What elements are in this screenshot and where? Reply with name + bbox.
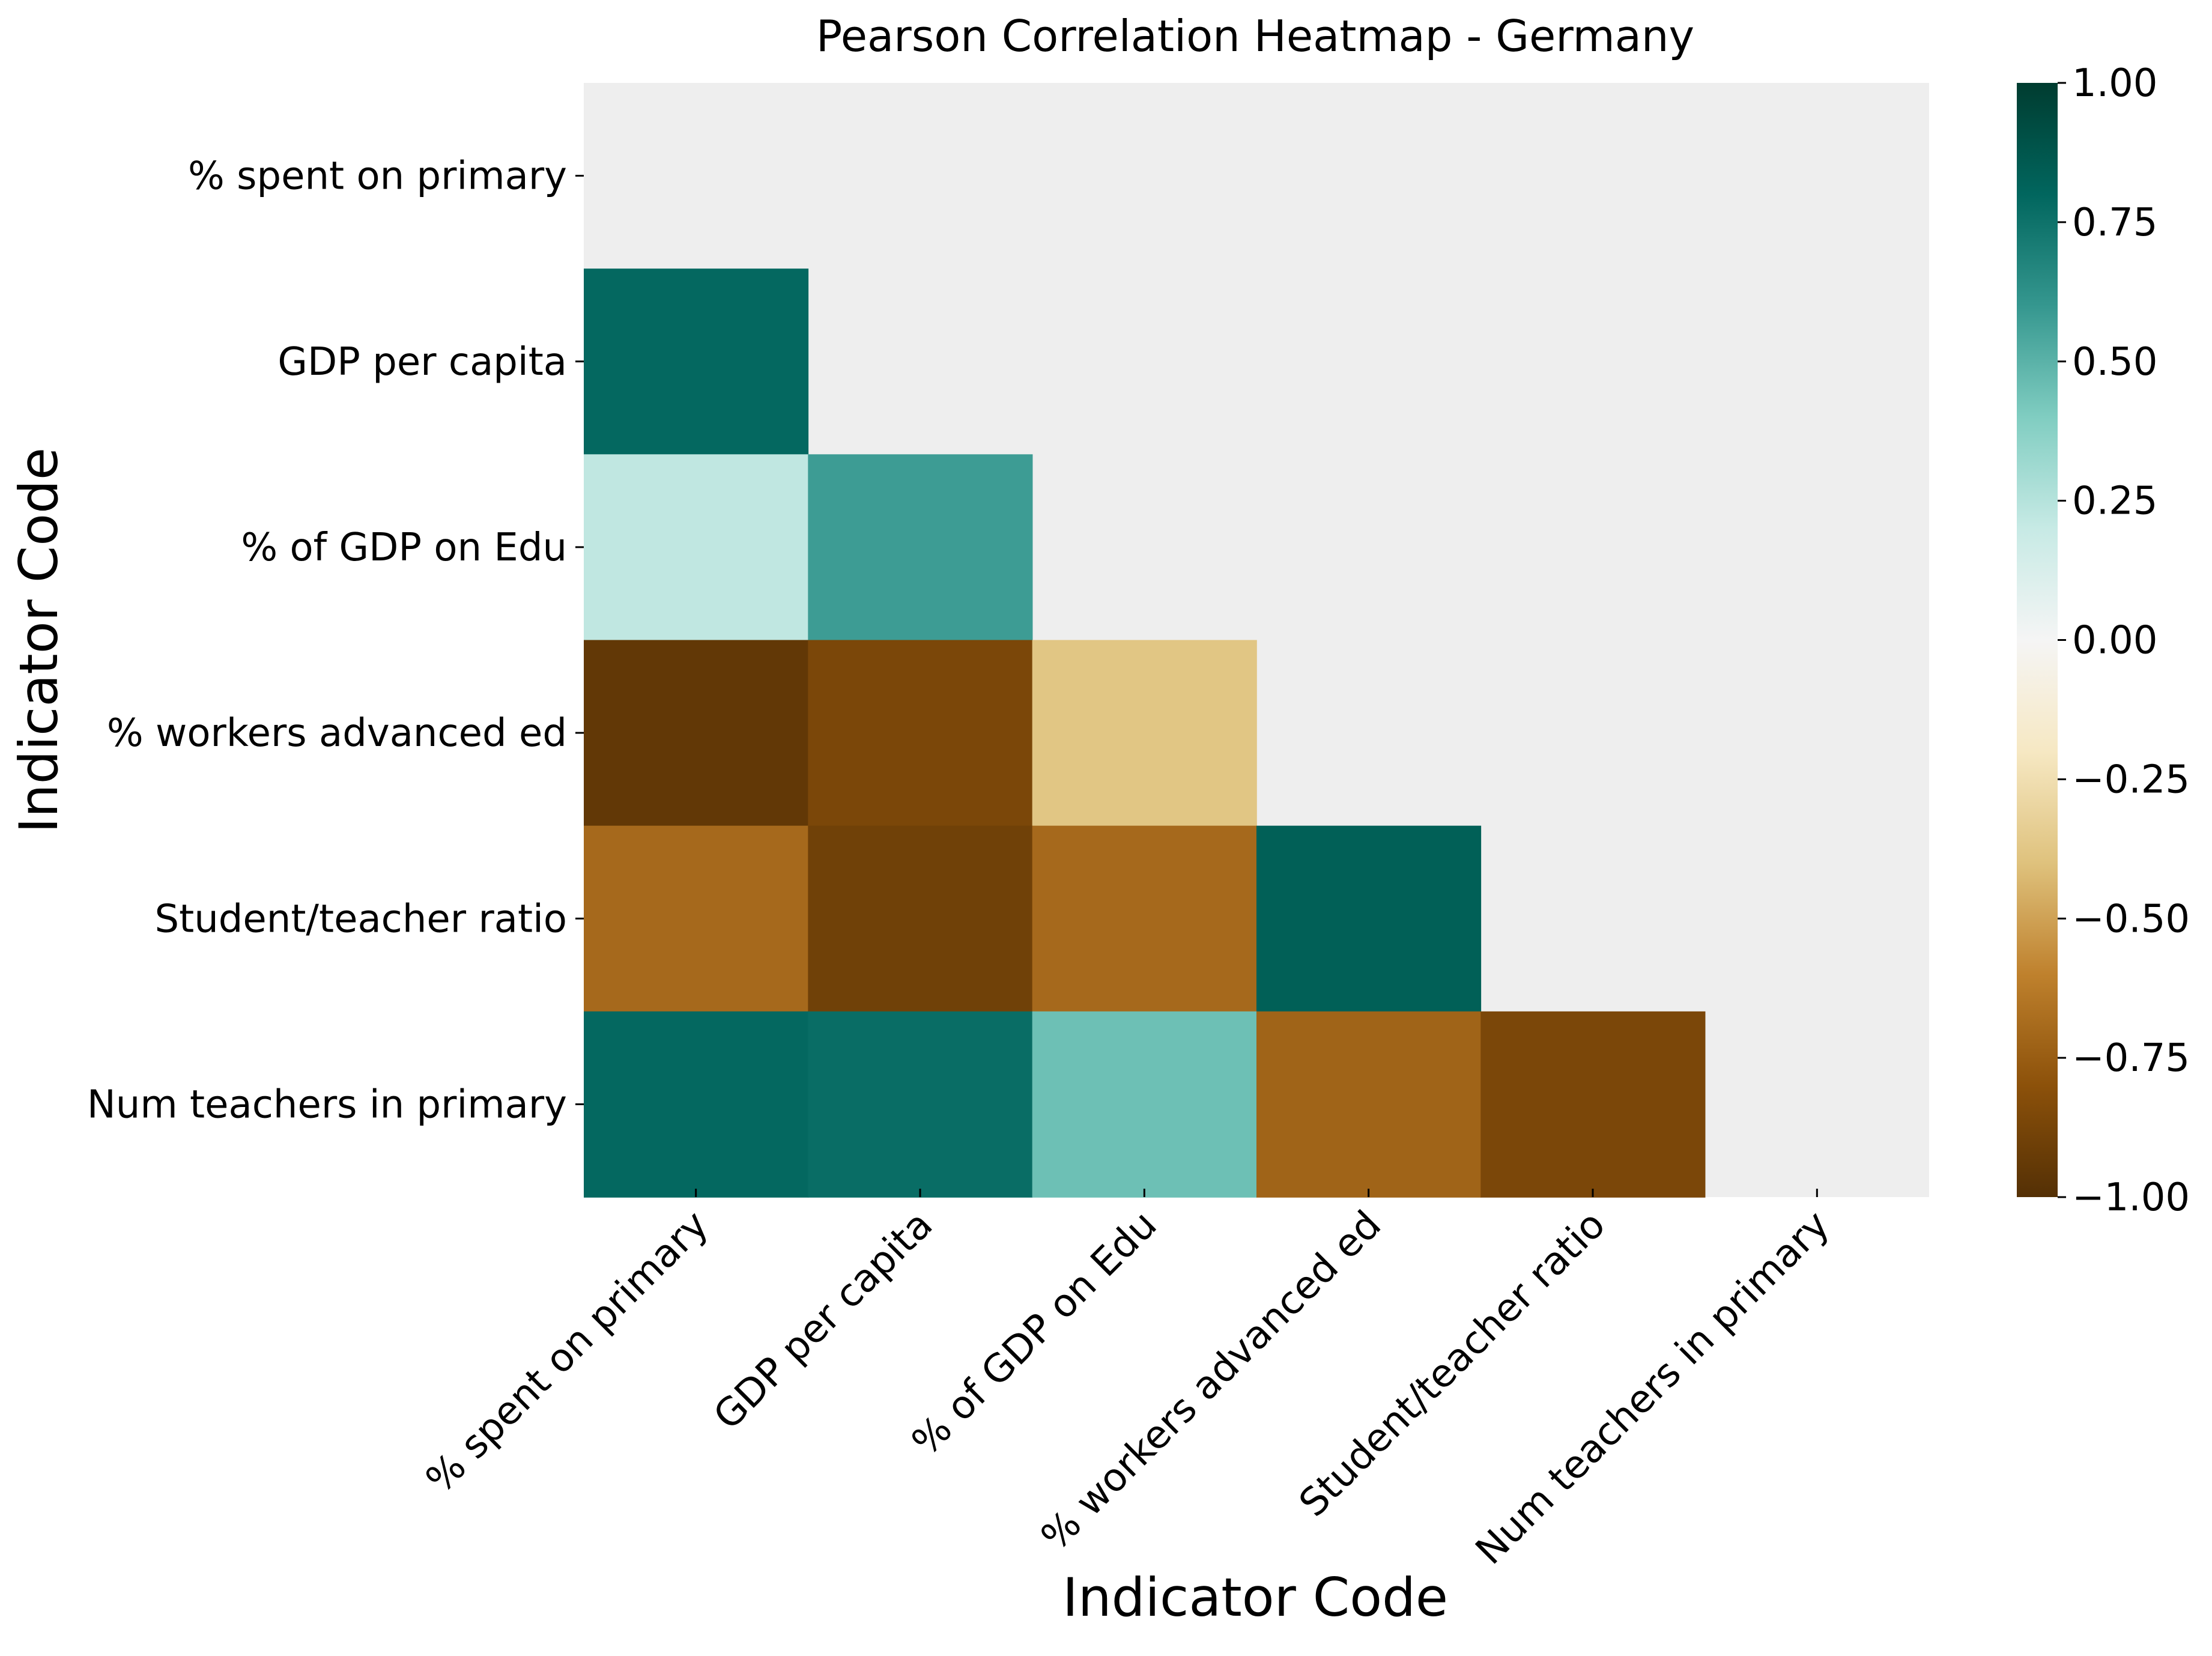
y-tick-label: % workers advanced ed <box>107 711 567 756</box>
y-tick-label: Student/teacher ratio <box>154 897 567 941</box>
y-tick-label: Num teachers in primary <box>87 1082 567 1127</box>
colorbar-tick-label: −0.25 <box>2072 757 2190 802</box>
colorbar-tick-label: 0.75 <box>2072 201 2158 245</box>
heatmap-cells <box>584 268 1706 1198</box>
colorbar-tick-label: −0.75 <box>2072 1036 2190 1081</box>
colorbar-tick-label: 0.50 <box>2072 340 2158 384</box>
colorbar-tick-label: −1.00 <box>2072 1175 2190 1220</box>
heatmap-cell <box>584 825 809 1012</box>
heatmap-cell <box>1256 825 1482 1012</box>
y-tick-label: % spent on primary <box>188 154 567 199</box>
colorbar-tick-label: 1.00 <box>2072 61 2158 106</box>
x-tick-label: % spent on primary <box>417 1203 717 1502</box>
colorbar <box>2017 83 2058 1197</box>
x-tick-label: % of GDP on Edu <box>904 1203 1166 1464</box>
heatmap-cell <box>1480 1011 1706 1198</box>
heatmap-cell <box>1032 640 1257 826</box>
y-tick-label: GDP per capita <box>277 340 567 384</box>
y-axis-ticks: % spent on primary GDP per capita % of GDP… <box>87 154 584 1127</box>
heatmap-cell <box>584 1011 809 1198</box>
heatmap-cell <box>1032 1011 1257 1198</box>
heatmap-cell <box>808 825 1033 1012</box>
heatmap-cell <box>1256 1011 1482 1198</box>
x-axis-label: Indicator Code <box>1062 1567 1448 1628</box>
heatmap-cell <box>1032 825 1257 1012</box>
chart-title: Pearson Correlation Heatmap - Germany <box>816 11 1694 61</box>
heatmap-cell <box>584 268 809 455</box>
colorbar-tick-label: −0.50 <box>2072 897 2190 941</box>
y-axis-label: Indicator Code <box>8 447 70 833</box>
y-tick-label: % of GDP on Edu <box>241 526 567 570</box>
x-tick-label: Num teachers in primary <box>1467 1203 1838 1573</box>
heatmap-cell <box>808 1011 1033 1198</box>
heatmap-cell <box>584 640 809 826</box>
heatmap-cell <box>808 454 1033 641</box>
heatmap-cell <box>584 454 809 641</box>
colorbar-tick-label: 0.25 <box>2072 479 2158 524</box>
colorbar-ticks: 1.00 0.75 0.50 0.25 0.00 −0.25 −0.50 −0.75 −1.00 <box>2058 61 2190 1220</box>
colorbar-tick-label: 0.00 <box>2072 619 2158 663</box>
heatmap-cell <box>808 640 1033 826</box>
x-tick-label: GDP per capita <box>705 1203 941 1439</box>
